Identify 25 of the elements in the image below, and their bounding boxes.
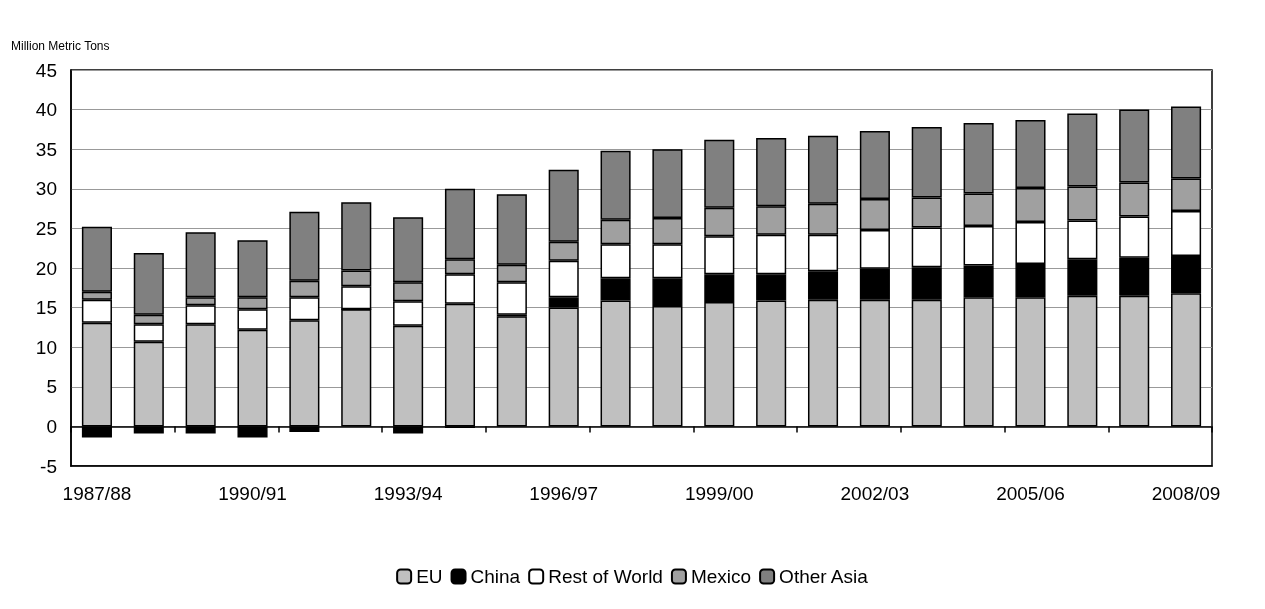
legend-label: China — [470, 566, 521, 587]
y-tick-label: 25 — [35, 217, 57, 239]
y-tick-label: 35 — [35, 138, 57, 160]
y-tick-label: 30 — [35, 178, 57, 200]
x-tick-label: 1993/94 — [373, 483, 443, 504]
x-tick-label: 2005/06 — [996, 483, 1065, 504]
y-tick-label: 20 — [35, 257, 57, 279]
y-tick-label: 0 — [46, 415, 57, 437]
y-tick-label: 40 — [35, 99, 57, 121]
x-tick-label: 2008/09 — [1151, 483, 1221, 504]
y-tick-label: -5 — [40, 455, 57, 477]
x-tick-label: 1999/00 — [684, 483, 754, 504]
y-axis-title: Million Metric Tons — [11, 39, 110, 53]
legend-label: Other Asia — [779, 566, 869, 587]
legend-label: Mexico — [690, 566, 752, 587]
x-tick-label: 1987/88 — [62, 483, 132, 504]
legend-label: EU — [416, 566, 443, 587]
y-tick-label: 45 — [35, 59, 57, 81]
x-tick-label: 1996/97 — [529, 483, 599, 504]
x-tick-label: 2002/03 — [840, 483, 910, 504]
legend-label: Rest of World — [548, 566, 663, 587]
y-tick-label: 5 — [46, 376, 57, 398]
x-tick-label: 1990/91 — [218, 483, 287, 504]
y-tick-label: 15 — [35, 297, 57, 319]
y-tick-label: 10 — [35, 336, 57, 358]
